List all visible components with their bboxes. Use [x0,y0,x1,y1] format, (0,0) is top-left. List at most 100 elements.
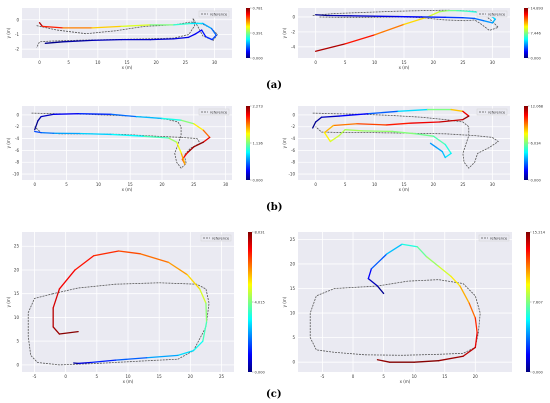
trajectory-segment [180,152,186,165]
trajectory-segment [62,39,93,43]
x-tick-label: 0 [64,374,67,379]
trajectory-segment [34,130,42,134]
y-tick-label: -6 [291,148,295,153]
trajectory-segment [401,243,418,248]
trajectory-segment [149,38,175,41]
colorbar-label-min: 0.000 [255,370,266,374]
legend-box [478,234,510,242]
trajectory-segment [40,131,55,134]
trajectory-segment [202,136,211,143]
x-tick-label: 20 [473,374,479,379]
trajectory-segment [34,120,39,131]
x-tick-label: 10 [372,60,378,65]
legend-box [476,108,508,116]
trajectory-segment [52,288,61,309]
trajectory-segment [202,22,213,30]
trajectory-segment [437,265,452,277]
trajectory-segment [367,278,379,287]
x-tick-label: 5 [65,182,68,187]
chart-a-right: 0 5 10 15 20 25 30 -4 -2 0 x (m) y (m) reference 14.8… [276,0,550,78]
x-tick-label: 30 [490,182,496,187]
colorbar-label-max: 15.214 [533,230,546,234]
trajectory-segment [416,246,428,258]
trajectory-segment [161,117,182,121]
trajectory-segment [413,360,440,363]
trajectory-segment [211,34,217,41]
trajectory-segment [193,123,205,131]
plot-area [298,232,512,372]
trajectory-segment [201,29,207,38]
trajectory-segment [38,22,44,28]
trajectory-segment [167,261,188,276]
legend-box [200,234,232,242]
x-tick-label: 15 [401,182,407,187]
trajectory-segment [323,124,334,134]
x-tick-label: 30 [212,60,218,65]
trajectory-segment [482,20,493,24]
trajectory-segment [186,274,201,290]
trajectory-segment [435,146,443,153]
colorbar [524,8,528,58]
plot-area [22,106,232,180]
trajectory-segment [52,326,61,335]
trajectory-segment [474,317,478,334]
trajectory-segment [139,253,170,264]
x-tick-label: 0 [352,374,355,379]
trajectory-segment [146,354,179,359]
trajectory-segment [323,131,332,143]
trajectory-segment [329,134,340,143]
colorbar-label-min: 0.000 [253,178,264,182]
colorbar-label-max: 0.781 [253,6,263,10]
chart-svg: 0 5 10 15 20 25 30 -4 -2 0 x (m) y (m) reference 14.8… [282,6,544,70]
chart-svg: -5 0 5 10 15 20 0 5 10 15 20 25 x (m) y (m) reference 1… [282,230,546,384]
x-tick-label: 10 [372,182,378,187]
chart-c-right: -5 0 5 10 15 20 0 5 10 15 20 25 x (m) y (m) reference 1… [276,222,550,388]
x-tick-label: -5 [32,374,36,379]
trajectory-segment [195,29,203,35]
trajectory-segment [376,359,391,363]
trajectory-segment [180,119,195,125]
colorbar-label-mid: 4.015 [255,300,265,304]
x-tick-label: 5 [344,60,347,65]
legend-box [198,10,230,18]
trajectory-segment [89,359,117,364]
trajectory-segment [193,141,205,148]
x-tick-label: 30 [223,182,229,187]
x-axis-label: x (m) [399,187,410,192]
y-tick-label: -4 [291,136,295,141]
trajectory-segment [77,361,92,365]
trajectory-segment [367,268,373,280]
trajectory-segment [91,38,122,42]
x-tick-label: 30 [490,60,496,65]
x-tick-label: 25 [191,182,197,187]
trajectory-segment [450,275,461,287]
x-tick-label: 5 [67,60,70,65]
y-tick-label: 0 [292,360,295,365]
y-tick-label: -2 [291,124,295,129]
trajectory-segment [120,24,151,28]
trajectory-segment [110,113,138,118]
trajectory-segment [344,34,376,45]
x-tick-label: -5 [320,374,324,379]
x-tick-label: 25 [460,60,466,65]
trajectory-segment [114,357,148,361]
colorbar [246,106,250,180]
trajectory-segment [44,41,64,44]
trajectory-segment [456,9,470,13]
legend-label: reference [210,12,228,16]
x-tick-label: 10 [125,374,131,379]
colorbar [524,106,528,180]
x-tick-label: 20 [431,182,437,187]
legend-box [198,108,230,116]
y-tick-label: -10 [288,172,295,177]
trajectory-segment [315,14,329,17]
trajectory-segment [474,332,478,349]
trajectory-segment [210,27,217,36]
trajectory-segment [386,243,403,255]
colorbar-label-max: 14.893 [531,6,544,10]
y-axis-label: y (m) [282,296,287,307]
x-tick-label: 15 [401,60,407,65]
trajectory-segment [415,133,435,137]
reference-trajectory [309,279,481,356]
trajectory-segment [186,146,195,154]
